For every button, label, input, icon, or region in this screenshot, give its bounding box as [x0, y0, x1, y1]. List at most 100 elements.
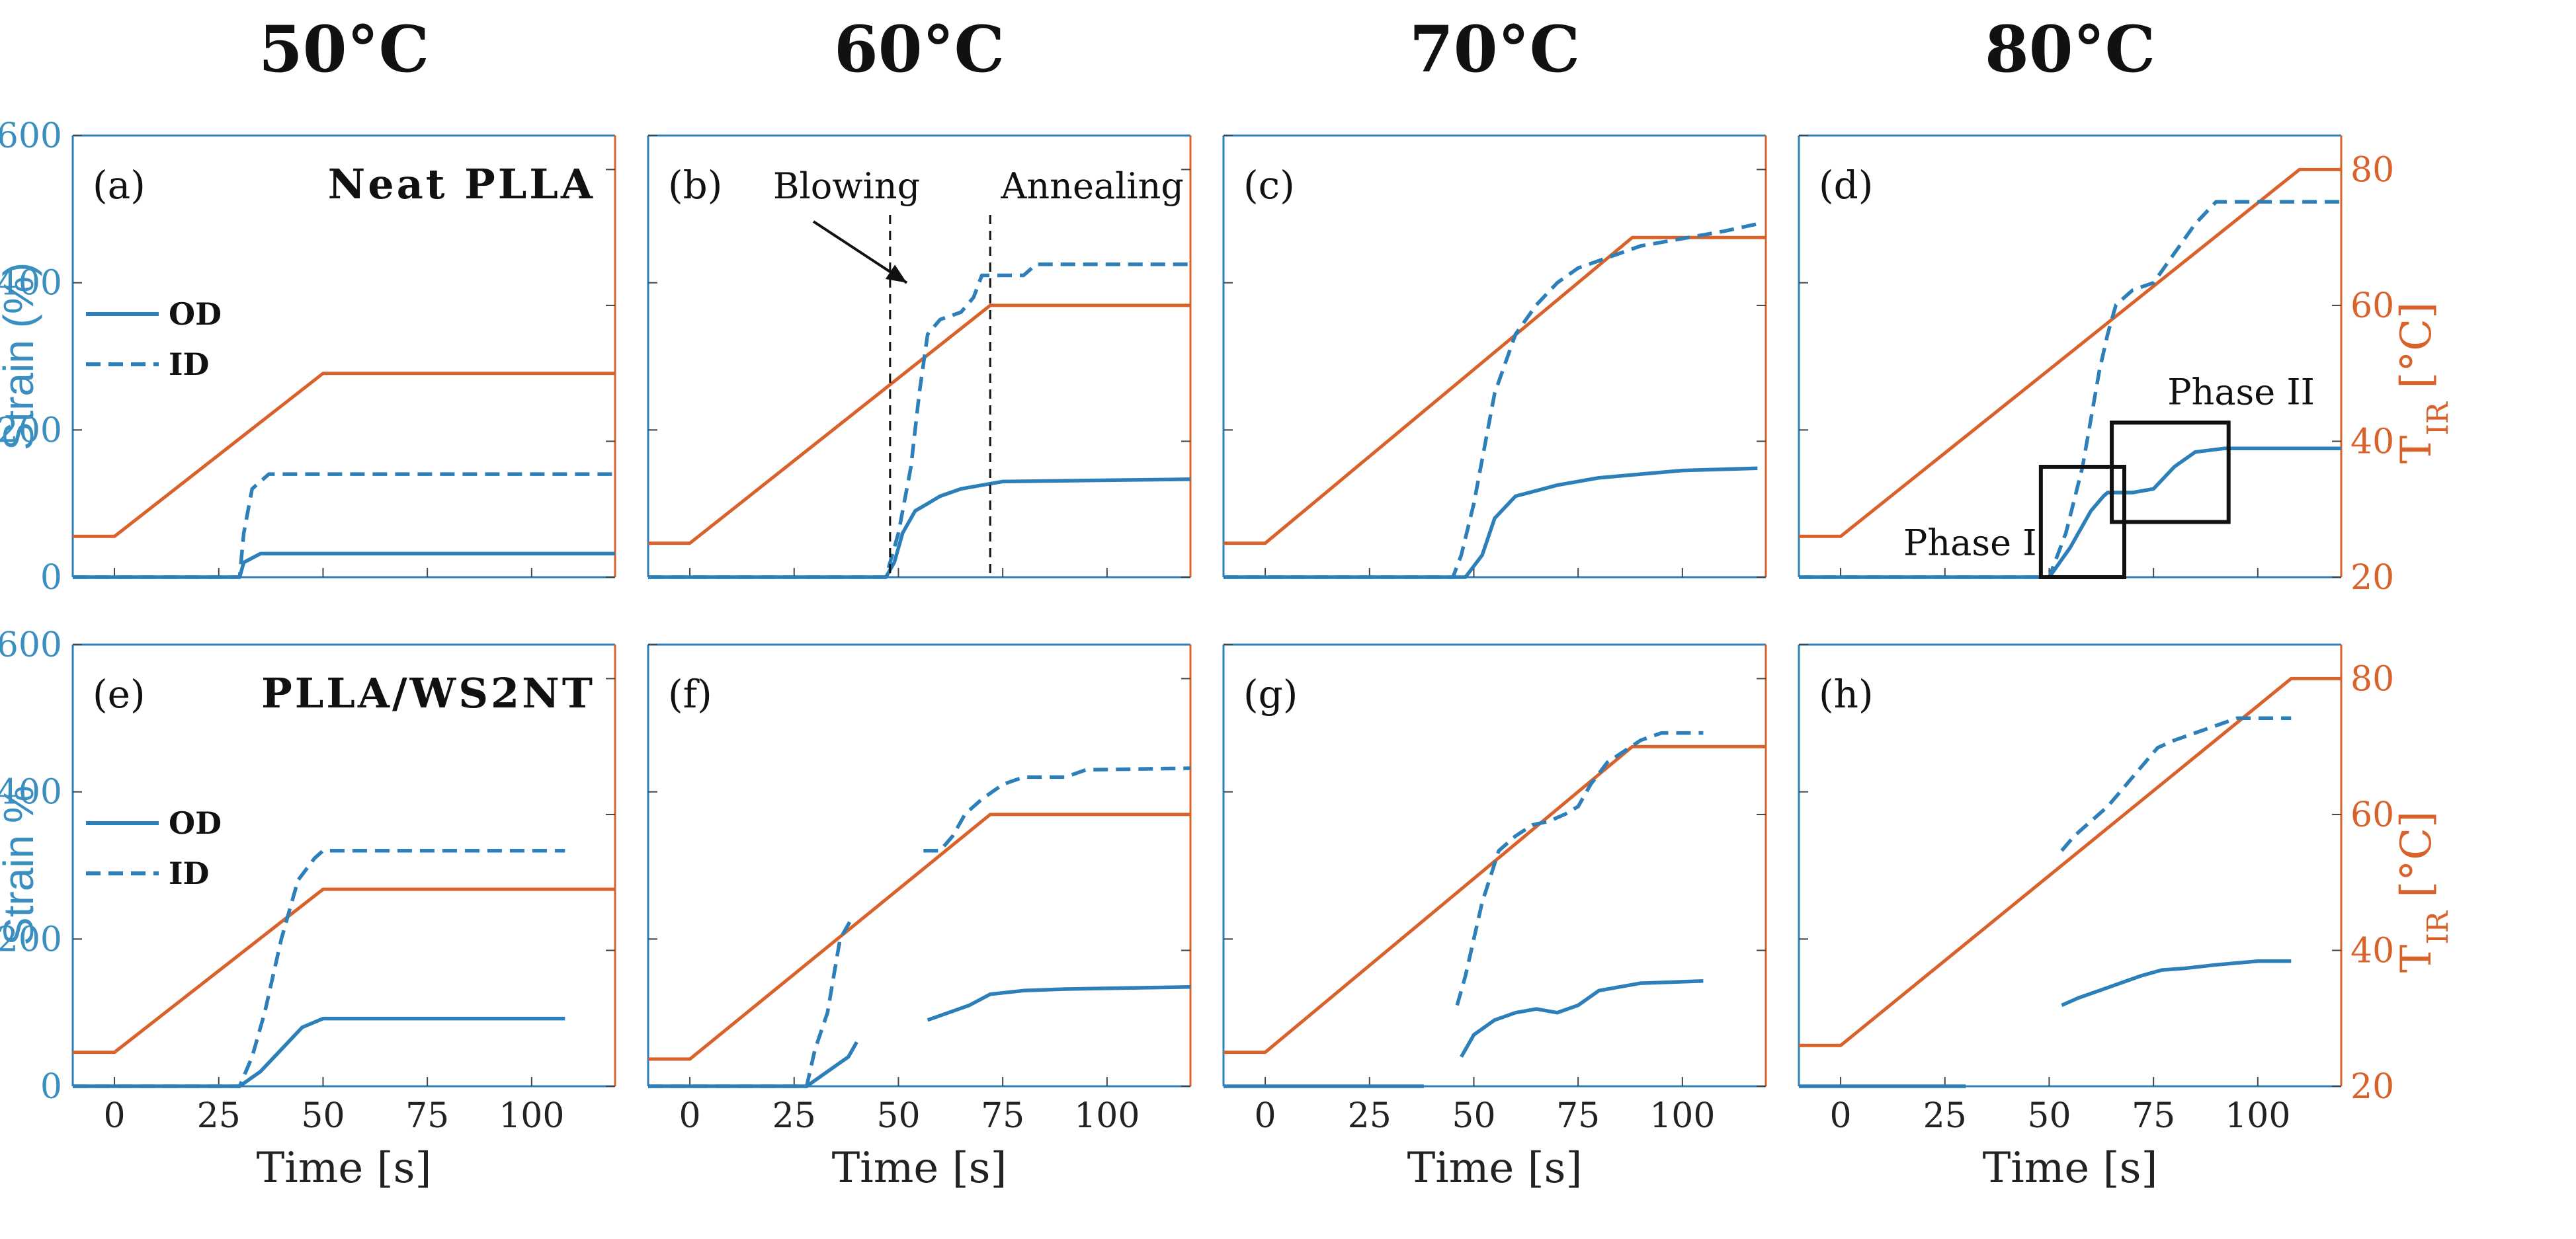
material-label: PLLA/WS2NT [261, 669, 595, 717]
panel-e: 0 25 50 75 100 0 200 400 600 (e) PLLA/WS2NT OD ID Str… [0, 625, 616, 1193]
x-tick-label: 100 [2225, 1096, 2290, 1136]
x-axis-title: Time [s] [1407, 1144, 1583, 1193]
legend-label: ID [169, 346, 209, 382]
legend-label: OD [169, 296, 222, 332]
phase-two-box [2110, 420, 2231, 524]
axis-title-subscript: IR [2421, 910, 2455, 944]
y-left-tick-label: 400 [0, 773, 62, 813]
y-right-tick-label: 80 [2350, 150, 2394, 190]
panel-h: 0 25 50 75 100 20 40 60 80 (h) TIR [°C] Time [s] [1798, 643, 2455, 1193]
x-tick-label: 0 [1255, 1096, 1276, 1136]
annotation-blowing: Blowing [773, 165, 920, 207]
series-tir-line [648, 813, 1190, 1061]
panel-label: (e) [93, 672, 145, 717]
y-right-tick-label: 60 [2350, 795, 2394, 835]
legend-label: ID [169, 856, 209, 891]
annotation-annealing: Annealing [1000, 165, 1184, 207]
y-left-tick-label: 600 [0, 625, 62, 665]
x-tick-label: 0 [104, 1096, 126, 1136]
x-tick-label: 50 [2027, 1096, 2071, 1136]
x-axis-title: Time [s] [257, 1144, 432, 1193]
x-tick-label: 100 [499, 1096, 564, 1136]
x-axis-title: Time [s] [1983, 1144, 2158, 1193]
series-id-line [1224, 221, 1758, 579]
series-tir-line [1224, 744, 1766, 1055]
panel-b: (b) Blowing Annealing [647, 134, 1192, 579]
series-tir-line [1799, 676, 2341, 1047]
y-right-tick-label: 20 [2350, 1067, 2394, 1107]
axis-title-subscript: IR [2421, 401, 2455, 435]
x-tick-label: 25 [772, 1096, 816, 1136]
series-od-line [927, 984, 1191, 1022]
x-tick-label: 75 [981, 1096, 1024, 1136]
axis-title-part: [°C] [2392, 302, 2441, 402]
series-tir-line [1224, 235, 1766, 545]
y-right-tick-label: 40 [2350, 931, 2394, 971]
series-od-line [1460, 979, 1704, 1058]
series-od-line [73, 551, 615, 579]
series-id-line [2060, 716, 2292, 852]
series-tir-line [73, 887, 615, 1055]
x-tick-label: 25 [197, 1096, 241, 1136]
panel-label: (a) [93, 163, 145, 208]
x-tick-label: 0 [679, 1096, 701, 1136]
axis-title-part: [°C] [2392, 811, 2441, 911]
panel-label: (d) [1819, 163, 1873, 208]
panel-g: 0 25 50 75 100 (g) Time [s] [1222, 643, 1767, 1193]
x-tick-label: 100 [1074, 1096, 1140, 1136]
panel-label: (c) [1243, 163, 1295, 208]
x-tick-label: 50 [1452, 1096, 1495, 1136]
series-tir-line [73, 372, 615, 538]
y-left-tick-label: 200 [0, 411, 62, 450]
series-od-line [648, 1041, 858, 1088]
panel-label: (h) [1819, 672, 1874, 717]
series-tir-line [1799, 167, 2341, 538]
y-right-tick-label: 40 [2350, 422, 2394, 461]
column-title: 80°C [1985, 12, 2155, 87]
series-id-line [1455, 731, 1704, 1006]
series-od-line [1224, 466, 1758, 579]
panel-label: (f) [668, 672, 712, 717]
x-tick-label: 75 [405, 1096, 449, 1136]
series-id-line [923, 766, 1191, 853]
panel-f: 0 25 50 75 100 (f) Time [s] [647, 643, 1192, 1193]
column-title: 50°C [259, 12, 429, 87]
annotation-phase-one: Phase I [1903, 522, 2036, 564]
panel-d: 20 40 60 80 (d) TIR [°C] Phase I Phase II [1798, 134, 2455, 598]
x-tick-label: 0 [1830, 1096, 1852, 1136]
y-left-axis-title: Strain (%) [0, 262, 42, 451]
series-id-line [1799, 200, 2341, 579]
y-right-tick-label: 80 [2350, 659, 2394, 699]
y-right-axis-title: TIR [°C] [2392, 811, 2455, 973]
annotation-arrowhead [885, 264, 907, 283]
series-od-line [2061, 959, 2292, 1008]
x-tick-label: 25 [1348, 1096, 1392, 1136]
series-tir-line [648, 303, 1190, 545]
y-right-tick-label: 20 [2350, 558, 2394, 598]
panel-label: (b) [668, 163, 722, 208]
panel-a: 0 200 400 600 (a) Neat PLLA OD ID Strain (%) [0, 116, 616, 598]
series-od-line [648, 477, 1191, 579]
x-tick-label: 50 [301, 1096, 345, 1136]
legend-label: OD [169, 805, 222, 841]
y-right-tick-label: 60 [2350, 286, 2394, 326]
annotation-phase-two: Phase II [2167, 371, 2315, 413]
y-left-tick-label: 600 [0, 116, 62, 156]
series-id-line [648, 262, 1190, 579]
x-axis-title: Time [s] [832, 1144, 1007, 1193]
x-tick-label: 75 [2132, 1096, 2175, 1136]
y-right-axis-title: TIR [°C] [2392, 302, 2455, 463]
x-tick-label: 25 [1923, 1096, 1967, 1136]
x-tick-label: 50 [876, 1096, 920, 1136]
y-left-tick-label: 400 [0, 264, 62, 303]
y-left-tick-label: 0 [40, 1067, 62, 1107]
axis-title-part: T [2392, 944, 2441, 973]
series-od-line [1799, 446, 2341, 579]
panel-label: (g) [1243, 672, 1298, 717]
series-id-line [73, 472, 615, 579]
series-id-line [73, 848, 565, 1088]
x-tick-label: 75 [1556, 1096, 1600, 1136]
y-left-tick-label: 200 [0, 920, 62, 959]
panel-c: (c) [1222, 134, 1767, 579]
